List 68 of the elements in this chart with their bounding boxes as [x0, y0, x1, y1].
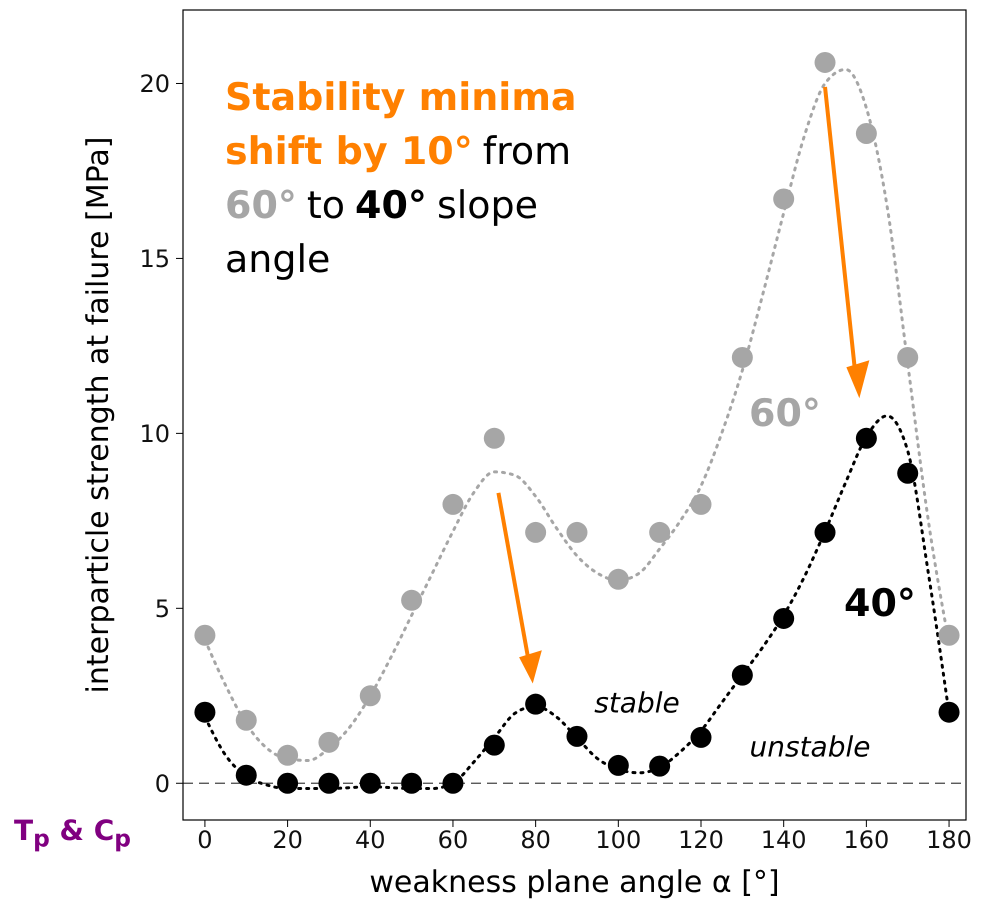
point: [277, 744, 298, 766]
point: [814, 522, 836, 543]
point: [897, 346, 918, 368]
x-tick-label: 180: [926, 826, 972, 854]
point: [484, 428, 505, 449]
point: [608, 754, 629, 776]
x-axis-title: weakness plane angle α [°]: [369, 865, 780, 900]
y-tick-label: 10: [139, 420, 170, 448]
point: [938, 624, 960, 646]
annotation: from: [482, 129, 572, 173]
point: [732, 346, 753, 368]
point: [442, 772, 464, 794]
x-tick-label: 20: [272, 826, 303, 854]
annotation: 40°: [355, 183, 427, 227]
annotation: slope: [436, 183, 538, 227]
x-tick-label: 100: [595, 826, 642, 854]
annotation: 60°: [749, 391, 821, 435]
x-tick-label: 120: [678, 826, 724, 854]
point: [690, 726, 712, 748]
point: [773, 608, 794, 629]
point: [401, 590, 422, 611]
point: [318, 772, 340, 794]
y-tick-label: 20: [139, 70, 170, 98]
point: [938, 702, 960, 723]
point: [690, 494, 712, 515]
point: [649, 756, 670, 777]
point: [608, 568, 629, 590]
point: [236, 764, 257, 786]
point: [484, 734, 505, 756]
point: [773, 188, 794, 210]
x-tick-label: 80: [520, 826, 551, 854]
point: [360, 772, 381, 794]
y-tick-label: 0: [154, 770, 170, 798]
point: [856, 428, 877, 449]
annotation: Stability minima: [225, 75, 577, 119]
annotation: unstable: [750, 730, 870, 764]
point: [649, 522, 670, 543]
point: [814, 52, 836, 73]
point: [360, 685, 381, 706]
annotation: 60°: [225, 183, 297, 227]
x-tick-label: 60: [438, 826, 468, 854]
point: [732, 664, 753, 686]
point: [525, 522, 546, 543]
annotation: shift by 10°: [225, 129, 473, 173]
point: [897, 462, 918, 484]
annotation: stable: [594, 686, 680, 720]
point: [194, 702, 216, 723]
annotation: angle: [225, 237, 330, 281]
x-tick-label: 140: [760, 826, 807, 854]
point: [525, 694, 546, 715]
point: [194, 624, 216, 646]
text: T$_{p}$ & C$_{p}$: [14, 814, 131, 853]
point: [318, 732, 340, 753]
point: [856, 123, 877, 144]
point: [566, 522, 588, 543]
x-tick-label: 40: [355, 826, 386, 854]
x-tick-label: 0: [197, 826, 213, 854]
annotation: to: [306, 183, 346, 227]
y-tick-label: 5: [154, 594, 170, 623]
y-axis-title: interparticle strength at failure [MPa]: [81, 136, 116, 694]
point: [236, 710, 257, 731]
point: [401, 772, 422, 794]
annotation: 40°: [844, 581, 916, 625]
y-tick-label: 15: [139, 244, 170, 273]
x-tick-label: 160: [843, 826, 890, 854]
point: [442, 494, 464, 515]
point: [277, 772, 298, 794]
point: [566, 726, 588, 747]
